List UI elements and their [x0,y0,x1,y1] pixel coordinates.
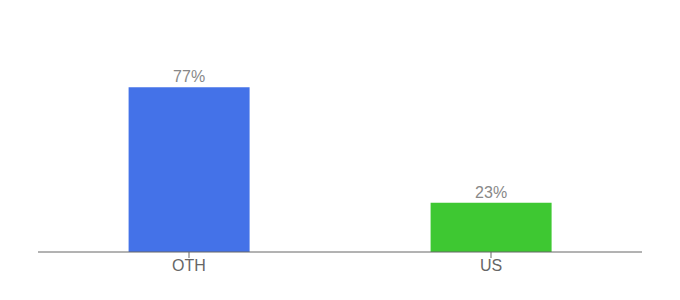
svg-text:77%: 77% [173,68,205,85]
svg-text:US: US [480,257,502,274]
svg-text:OTH: OTH [172,257,206,274]
svg-text:23%: 23% [475,184,507,201]
